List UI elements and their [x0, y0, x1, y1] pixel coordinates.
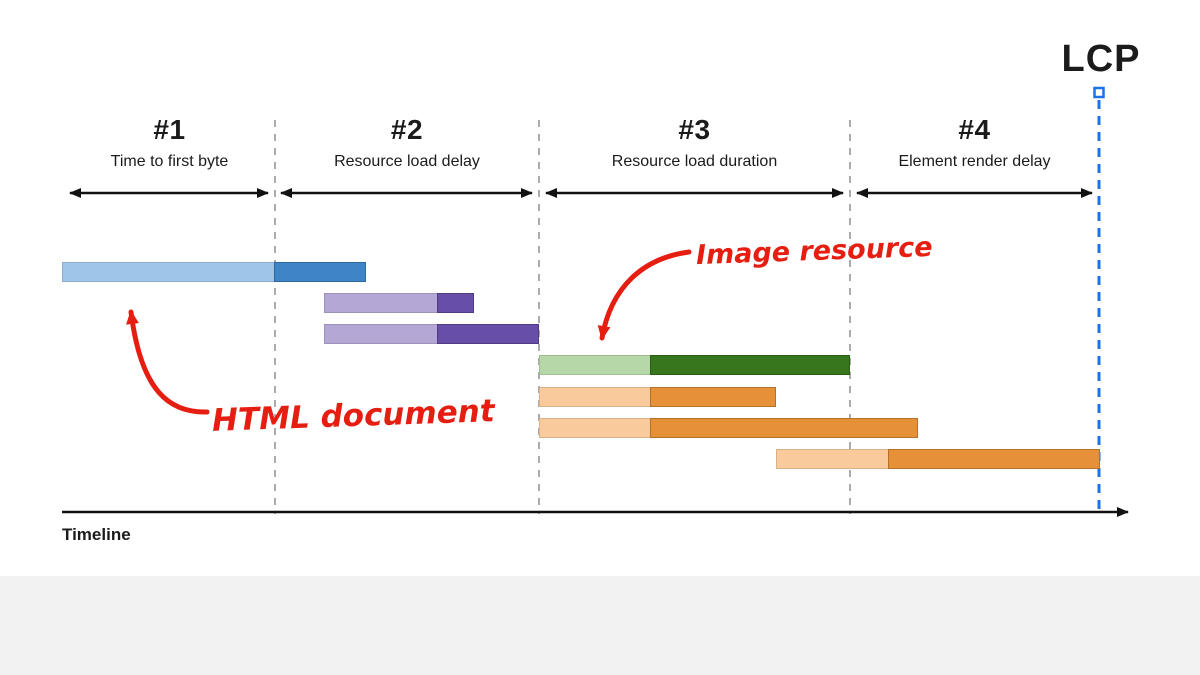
bar-segment-stylesheet-light [324, 324, 437, 344]
bar-stylesheet [324, 293, 474, 313]
phase-label: Resource load duration [611, 153, 778, 170]
phase-label: Time to first byte [110, 153, 229, 170]
phase-number: #1 [153, 114, 186, 145]
timeline-axis-label: Timeline [62, 525, 131, 544]
phase-label: Resource load delay [334, 153, 480, 170]
bar-script [539, 418, 918, 438]
html-document-arrow-icon [126, 309, 210, 415]
image-resource-arrow-icon [597, 249, 692, 341]
bar-segment-image-dark [650, 355, 850, 375]
bar-segment-script-dark [650, 387, 776, 407]
phase-label: Element render delay [898, 153, 1051, 170]
phase-header-3: #3 Resource load duration [539, 114, 850, 171]
bar-image [539, 355, 850, 375]
bar-segment-document-light [62, 262, 274, 282]
phase-number: #2 [390, 114, 424, 145]
phase-number: #4 [958, 114, 991, 145]
bar-segment-document-dark [274, 262, 366, 282]
bar-segment-script-light [539, 418, 650, 438]
bar-segment-image-light [539, 355, 650, 375]
phase-header-2: #2 Resource load delay [275, 114, 539, 171]
bar-segment-script-light [539, 387, 650, 407]
legend-strip: Document Stylesheet Script Image [0, 576, 1200, 675]
lcp-label: LCP [1061, 38, 1141, 80]
bar-stylesheet [324, 324, 539, 344]
bar-segment-script-dark [888, 449, 1100, 469]
bar-segment-stylesheet-dark [437, 293, 474, 313]
bar-segment-stylesheet-dark [437, 324, 539, 344]
phase-header-4: #4 Element render delay [850, 114, 1099, 171]
bar-script [539, 387, 776, 407]
bar-segment-script-light [776, 449, 888, 469]
bar-segment-script-dark [650, 418, 918, 438]
bar-document [62, 262, 366, 282]
lcp-marker-handle-icon [1093, 86, 1105, 99]
bar-script [776, 449, 1100, 469]
phase-number: #3 [678, 114, 711, 145]
bar-segment-stylesheet-light [324, 293, 437, 313]
phase-header-1: #1 Time to first byte [64, 114, 275, 171]
